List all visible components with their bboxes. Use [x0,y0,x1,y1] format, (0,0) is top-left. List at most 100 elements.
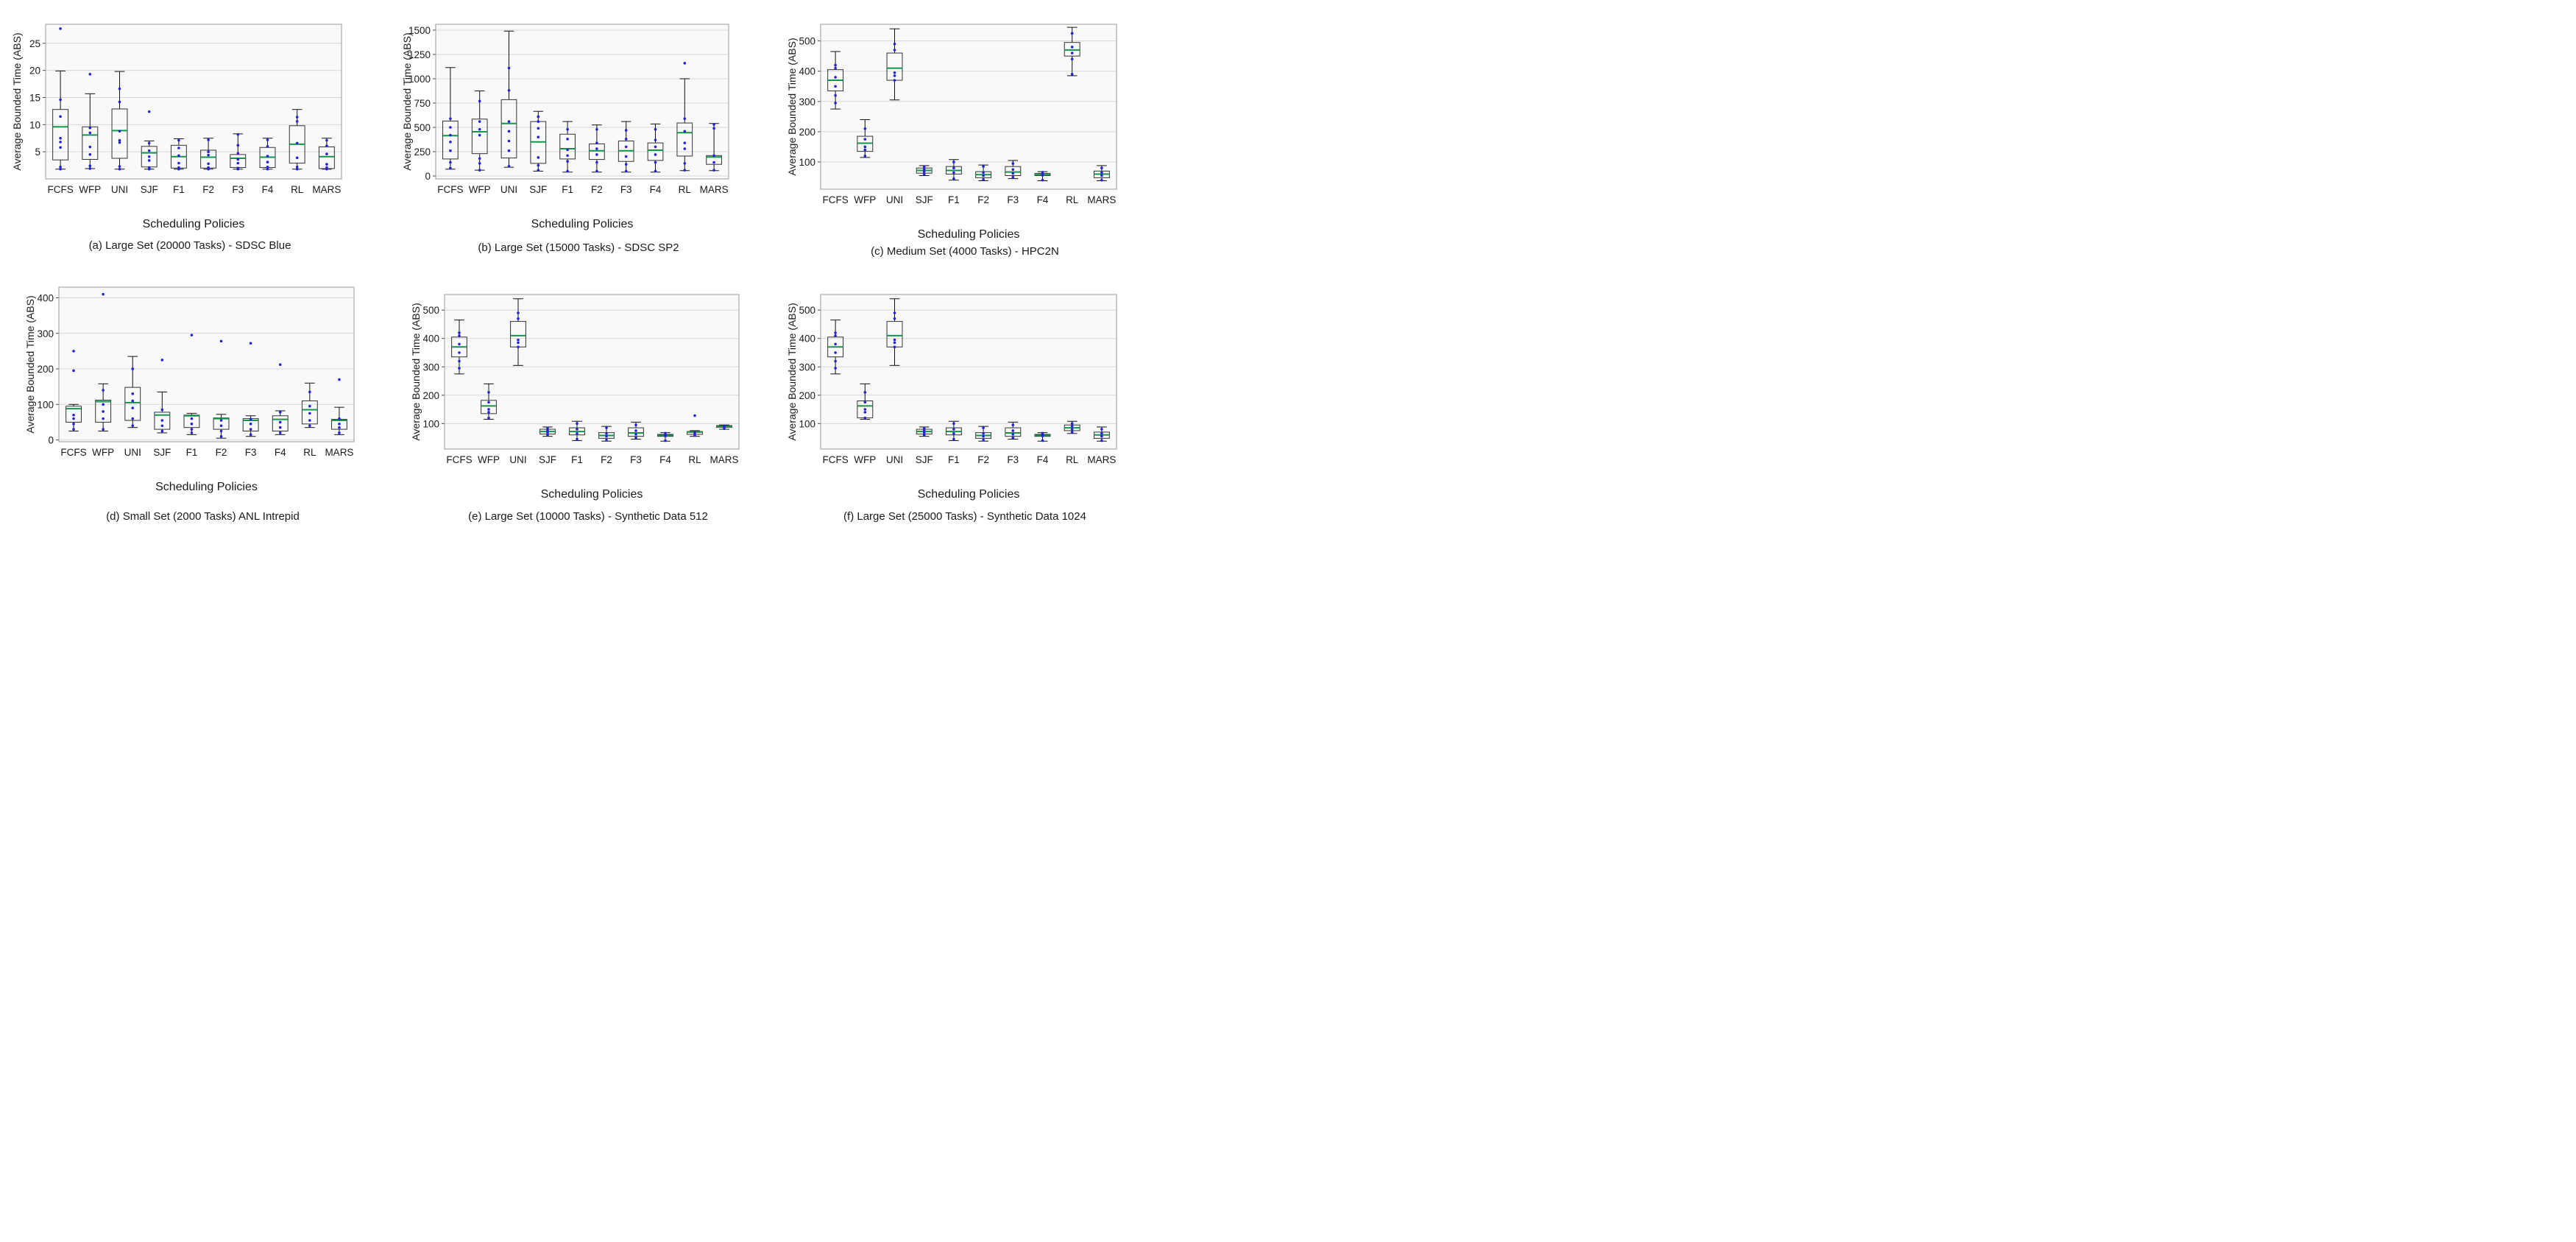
x-tick-label: MARS [325,447,353,458]
box-uni [500,30,517,168]
data-point [478,169,481,172]
data-point [160,429,164,433]
data-point [131,392,135,395]
panel-e: 100 200 300 400 500 FCFS WFP UNI SJF F1 F2 F3 F4 RL MA… [410,294,740,523]
data-point [537,120,540,123]
data-point [449,133,452,137]
data-point [952,432,955,435]
y-tick-label: 200 [37,364,54,375]
y-tick-label: 5 [35,147,40,158]
data-point [308,424,311,428]
data-point [834,342,837,346]
x-axis-label: Scheduling Policies [531,218,634,230]
iqr-box [301,400,318,425]
y-tick-label: 500 [422,305,439,316]
data-point [595,141,598,144]
data-point [177,138,180,142]
data-point [487,411,490,414]
data-point [566,138,569,141]
data-point [88,153,92,156]
x-tick-label: RL [303,447,316,458]
data-point [982,434,985,438]
data-point [147,155,151,158]
data-point [922,170,926,173]
data-point [863,127,867,130]
data-point [634,429,637,432]
data-point [893,317,896,320]
iqr-box [52,109,69,160]
data-point [605,426,608,429]
data-point [1070,422,1074,426]
data-point [88,72,92,76]
data-point [325,166,328,169]
data-point [1011,429,1015,432]
iqr-box [559,133,576,160]
x-tick-label: F3 [620,184,632,195]
data-point [605,438,608,442]
data-point [478,120,481,123]
x-tick-label: F4 [1037,194,1049,205]
data-point [507,66,511,70]
data-point [664,439,667,442]
box-sjf [916,165,933,177]
plot-frame [45,24,342,180]
x-tick-label: RL [688,454,701,465]
data-point [207,162,210,166]
x-tick-label: FCFS [60,447,86,458]
y-tick-label: 400 [422,334,439,345]
data-point [863,408,867,411]
data-point [1070,52,1074,54]
x-tick-label: F4 [262,184,274,195]
box-fcfs [827,320,844,375]
data-point [458,331,461,334]
y-tick-label: 25 [29,38,40,49]
x-tick-label: F1 [571,454,583,465]
box-f4 [272,363,289,435]
y-tick-label: 100 [799,418,815,429]
data-point [654,169,657,173]
x-tick-label: MARS [710,454,738,465]
data-point [624,155,628,158]
box-f2 [598,426,615,442]
data-point [478,99,481,103]
x-tick-label: F4 [650,184,662,195]
box-f1 [569,420,585,441]
iqr-box [272,415,289,432]
x-tick-label: F2 [216,447,227,458]
y-tick-label: 20 [29,66,40,77]
panel-c: 100 200 300 400 500 FCFS WFP UNI SJF F1 F2 F3 F4 RL MA… [786,24,1117,258]
box-uni [124,356,141,428]
data-point [683,130,687,133]
data-point [131,424,135,428]
y-tick-label: 300 [422,361,439,373]
data-point [266,167,269,171]
iqr-box [66,406,82,423]
data-point [1041,172,1044,176]
data-point [982,426,985,429]
data-point [59,98,62,102]
x-tick-label: F4 [659,454,671,465]
data-point [863,145,867,149]
x-tick-label: F1 [562,184,573,195]
data-point [546,431,549,434]
panel-caption: (b) Large Set (15000 Tasks) - SDSC SP2 [478,241,679,254]
data-point [1011,172,1015,175]
box-f3 [242,342,259,437]
data-point [654,145,657,149]
box-wfp [471,90,488,172]
box-f4 [1034,431,1051,442]
box-f2 [200,138,217,171]
y-axis-label: Average Bounded Time (ABS) [786,303,798,440]
data-point [517,345,520,349]
data-point [278,420,282,424]
data-point [683,62,687,65]
iqr-box [628,427,644,437]
y-tick-label: 1500 [408,25,431,36]
y-tick-label: 0 [425,171,431,182]
data-point [654,138,657,141]
data-point [634,433,637,436]
y-tick-label: 200 [799,127,815,138]
data-point [922,165,926,169]
data-point [624,163,628,166]
box-mars [331,378,347,435]
